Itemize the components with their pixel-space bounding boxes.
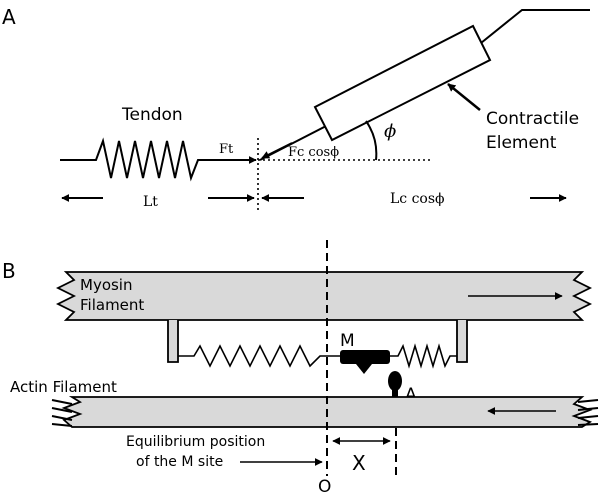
a-site-stem [392, 388, 398, 398]
contractile-label-line2: Element [486, 133, 557, 153]
contractile-element-box [313, 24, 492, 142]
equilibrium-label-line2: of the M site [136, 454, 223, 470]
tendon-label: Tendon [121, 105, 183, 125]
right-spring [390, 343, 457, 369]
tendon-spring [60, 137, 252, 182]
actin-label: Actin Filament [10, 378, 117, 396]
m-site-tail [356, 364, 372, 374]
equilibrium-label-line1: Equilibrium position [126, 434, 265, 450]
panel-a-label: A [2, 5, 16, 29]
myosin-filament [55, 271, 593, 321]
x-label: X [352, 451, 366, 475]
ft-label: Ft [219, 142, 234, 157]
myosin-label-line1: Myosin [80, 276, 133, 294]
panel-b-label: B [2, 259, 16, 283]
a-binding-site [388, 371, 402, 391]
myosin-right-prong [456, 320, 468, 363]
contractile-pointer-arrow [447, 83, 481, 111]
phi-angle-arc [365, 120, 378, 161]
lt-label: Lt [143, 194, 158, 210]
myosin-label-line2: Filament [80, 296, 144, 314]
fc-arrow [261, 142, 293, 159]
lc-label: Lc cosϕ [390, 191, 445, 207]
actin-right-end-hatch [577, 399, 599, 426]
fc-label: Fc cosϕ [288, 145, 339, 160]
o-label: O [318, 477, 331, 496]
actin-left-end-hatch [51, 399, 73, 427]
panel-b: B Myosin Filament M A Actin Filament [2, 240, 599, 496]
panel-a: A Tendon Ft Fc cosϕ ϕ Contractile Elemen… [2, 5, 590, 212]
myosin-left-prong [167, 320, 179, 363]
m-site-block [340, 350, 390, 364]
contractile-label-line1: Contractile [486, 109, 579, 129]
m-label: M [340, 331, 355, 351]
upper-tendon-line [480, 9, 590, 44]
left-spring [178, 344, 340, 368]
phi-label: ϕ [384, 121, 396, 142]
